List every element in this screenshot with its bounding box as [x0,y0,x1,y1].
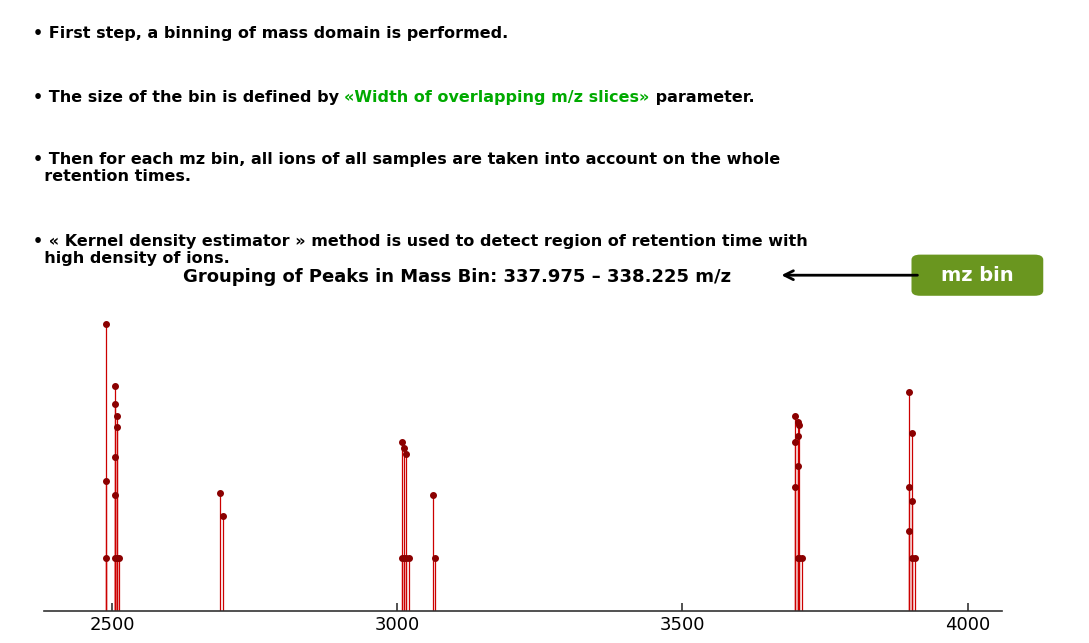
Text: • First step, a binning of mass domain is performed.: • First step, a binning of mass domain i… [33,26,507,41]
Text: parameter.: parameter. [650,90,755,105]
Text: • « Kernel density estimator » method is used to detect region of retention time: • « Kernel density estimator » method is… [33,234,807,266]
FancyBboxPatch shape [911,255,1043,296]
Text: «Width of overlapping m/z slices»: «Width of overlapping m/z slices» [344,90,650,105]
Text: • Then for each mz bin, all ions of all samples are taken into account on the wh: • Then for each mz bin, all ions of all … [33,152,780,184]
Text: • The size of the bin is defined by: • The size of the bin is defined by [33,90,344,105]
Text: mz bin: mz bin [941,266,1014,285]
Text: Grouping of Peaks in Mass Bin: 337.975 – 338.225 m/z: Grouping of Peaks in Mass Bin: 337.975 –… [183,268,732,286]
